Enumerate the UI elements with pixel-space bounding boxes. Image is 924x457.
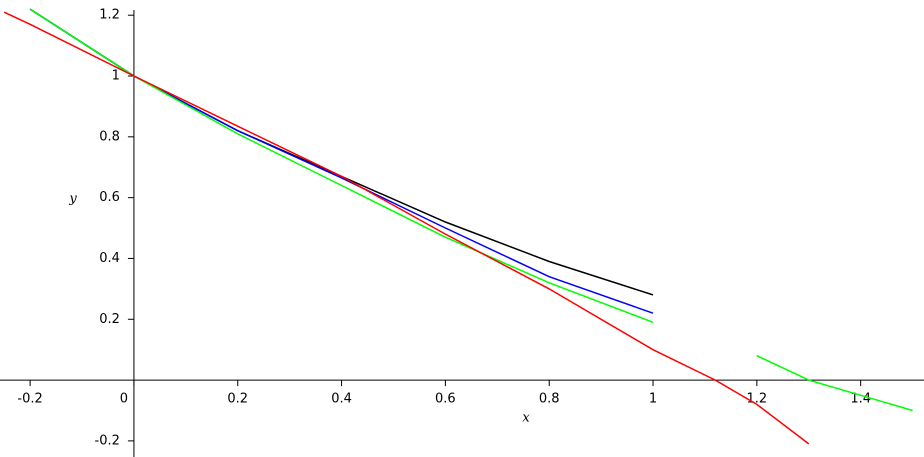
y-tick-label: 1 bbox=[112, 69, 120, 84]
y-tick-label: 0.6 bbox=[99, 190, 120, 205]
y-tick-label: -0.2 bbox=[95, 433, 120, 448]
x-tick-label: 0 bbox=[120, 392, 128, 407]
y-tick-label: 0.8 bbox=[99, 129, 120, 144]
x-tick-label: 0.4 bbox=[331, 392, 352, 407]
y-tick-label: 0.2 bbox=[99, 312, 120, 327]
x-tick-label: 0.2 bbox=[227, 392, 248, 407]
x-tick-label: 1.2 bbox=[747, 392, 768, 407]
x-tick-label: 1.4 bbox=[850, 392, 871, 407]
x-tick-label: 0.6 bbox=[435, 392, 456, 407]
line-series bbox=[29, 8, 913, 412]
y-tick-label: 1.2 bbox=[99, 8, 120, 23]
y-axis-label: y bbox=[68, 192, 77, 207]
x-axis-label: x bbox=[522, 411, 530, 426]
line-series bbox=[30, 9, 913, 380]
x-tick-label: -0.2 bbox=[17, 392, 42, 407]
x-tick-label: 0.8 bbox=[539, 392, 560, 407]
line-series bbox=[3, 11, 810, 445]
y-tick-label: 0.4 bbox=[99, 251, 120, 266]
x-tick-label: 1 bbox=[649, 392, 657, 407]
line-series bbox=[30, 9, 913, 368]
